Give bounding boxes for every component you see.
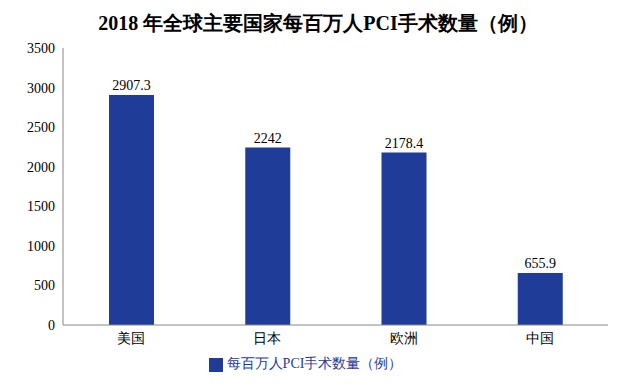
svg-text:500: 500 <box>34 278 55 293</box>
svg-text:3500: 3500 <box>27 41 55 56</box>
svg-text:2907.3: 2907.3 <box>112 78 151 93</box>
svg-text:0: 0 <box>48 318 55 333</box>
svg-text:美国: 美国 <box>117 331 145 346</box>
svg-text:日本: 日本 <box>253 331 281 346</box>
svg-text:2242: 2242 <box>254 131 282 146</box>
html-text:2018 年全球主要国家每百万人PCI手术数量（例）: 2018 年全球主要国家每百万人PCI手术数量（例） <box>98 12 538 34</box>
svg-text:欧洲: 欧洲 <box>390 331 418 346</box>
svg-text:2000: 2000 <box>27 160 55 175</box>
html-text:每百万人PCI手术数量（例）: 每百万人PCI手术数量（例） <box>226 356 403 371</box>
svg-text:2500: 2500 <box>27 120 55 135</box>
svg-text:655.9: 655.9 <box>525 256 557 271</box>
svg-text:1000: 1000 <box>27 239 55 254</box>
svg-text:3000: 3000 <box>27 81 55 96</box>
svg-text:中国: 中国 <box>526 331 554 346</box>
svg-text:1500: 1500 <box>27 199 55 214</box>
svg-text:2178.4: 2178.4 <box>385 136 424 151</box>
